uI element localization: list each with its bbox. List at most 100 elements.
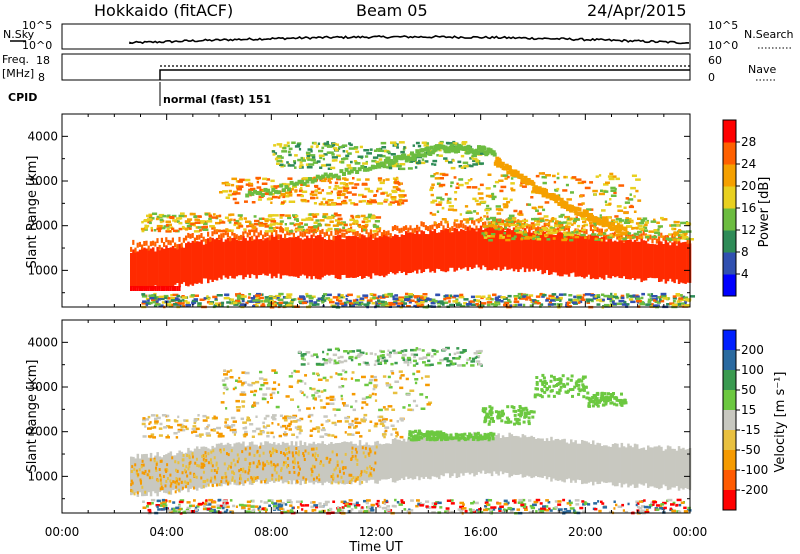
velocity-echo: [282, 424, 287, 428]
power-echo: [467, 179, 471, 182]
velocity-echo: [365, 470, 368, 474]
velocity-echo: [430, 436, 434, 440]
power-echo: [206, 301, 211, 304]
velocity-echo: [272, 417, 277, 421]
velocity-echo: [316, 355, 319, 359]
velocity-echo: [135, 469, 138, 473]
power-band-strip: [266, 237, 269, 276]
power-echo: [381, 191, 388, 195]
velocity-echo: [179, 499, 185, 502]
velocity-echo: [166, 463, 169, 467]
power-echo: [346, 191, 352, 194]
power-fringe: [160, 237, 163, 243]
velocity-echo: [536, 393, 540, 397]
power-band-strip: [202, 244, 206, 279]
velocity-echo: [398, 370, 403, 373]
power-echo: [359, 298, 365, 302]
power-fringe: [473, 220, 476, 226]
velocity-echo: [562, 498, 566, 502]
power-echo: [505, 218, 512, 222]
power-feature-point: [582, 209, 587, 214]
power-echo: [394, 178, 398, 182]
power-echo: [233, 303, 239, 306]
velocity-echo: [446, 364, 451, 367]
power-feature-point: [417, 153, 422, 158]
velocity-echo: [603, 392, 607, 396]
power-echo: [555, 295, 559, 299]
velocity-echo: [282, 452, 285, 455]
power-echo: [613, 191, 617, 194]
velocity-echo: [514, 409, 518, 413]
power-echo: [300, 186, 303, 190]
power-fringe: [198, 234, 201, 240]
power-echo: [304, 223, 309, 226]
velocity-echo: [370, 375, 374, 378]
velocity-echo: [408, 433, 412, 436]
power-echo: [617, 209, 624, 212]
power-echo: [217, 229, 224, 233]
power-echo: [672, 295, 677, 298]
power-band-strip: [585, 236, 588, 277]
velocity-echo: [548, 385, 552, 389]
power-echo: [261, 303, 265, 306]
velocity-echo: [331, 434, 335, 437]
power-echo: [672, 300, 676, 303]
velocity-echo: [300, 363, 306, 366]
power-band-strip: [655, 244, 659, 279]
power-echo: [559, 299, 562, 302]
power-echo: [297, 297, 304, 300]
power-echo: [321, 179, 327, 183]
power-echo: [347, 293, 353, 297]
power-low-stripe: [143, 286, 146, 291]
velocity-echo: [195, 434, 200, 437]
power-band-strip: [666, 242, 670, 282]
power-echo: [581, 224, 586, 228]
velocity-echo: [573, 385, 577, 389]
velocity-band-strip: [288, 445, 291, 481]
power-feature-point: [428, 152, 433, 156]
power-feature-point: [321, 174, 326, 179]
power-feature-point: [565, 204, 570, 209]
velocity-echo: [427, 401, 433, 404]
power-echo: [212, 295, 218, 299]
velocity-echo: [354, 479, 357, 483]
velocity-echo: [361, 480, 364, 484]
power-echo: [311, 156, 316, 159]
power-echo: [239, 216, 243, 219]
power-echo: [446, 201, 452, 204]
power-band-strip: [145, 248, 148, 290]
power-echo: [306, 157, 311, 160]
velocity-band-strip: [653, 446, 657, 488]
power-echo: [615, 177, 620, 181]
velocity-band-strip: [680, 448, 683, 489]
nave-tick-top: 60: [708, 54, 722, 67]
velocity-echo: [459, 501, 465, 505]
power-echo: [202, 228, 209, 231]
power-echo: [279, 214, 285, 217]
power-echo: [639, 302, 646, 306]
velocity-band-strip: [539, 438, 542, 478]
velocity-echo: [303, 393, 306, 397]
power-fringe: [286, 230, 289, 236]
power-echo: [369, 293, 374, 296]
velocity-echo: [242, 467, 245, 471]
velocity-echo: [474, 501, 479, 505]
power-feature-point: [492, 152, 497, 157]
velocity-echo: [512, 409, 516, 413]
power-band-strip: [528, 229, 531, 272]
velocity-echo: [227, 480, 230, 484]
velocity-echo: [175, 468, 177, 472]
velocity-echo: [361, 401, 367, 404]
velocity-echo: [315, 447, 318, 451]
velocity-echo: [543, 385, 547, 388]
velocity-band-strip: [468, 434, 472, 475]
velocity-echo: [418, 430, 422, 434]
velocity-echo: [278, 474, 280, 478]
power-band-strip: [598, 237, 602, 278]
power-feature-point: [500, 161, 505, 166]
power-fringe: [642, 230, 645, 236]
velocity-echo: [222, 383, 227, 387]
velocity-echo: [425, 432, 429, 436]
power-echo: [372, 230, 378, 233]
freq-panel: Freq. [MHz] 18 8 60 0 Nave: [2, 53, 776, 84]
